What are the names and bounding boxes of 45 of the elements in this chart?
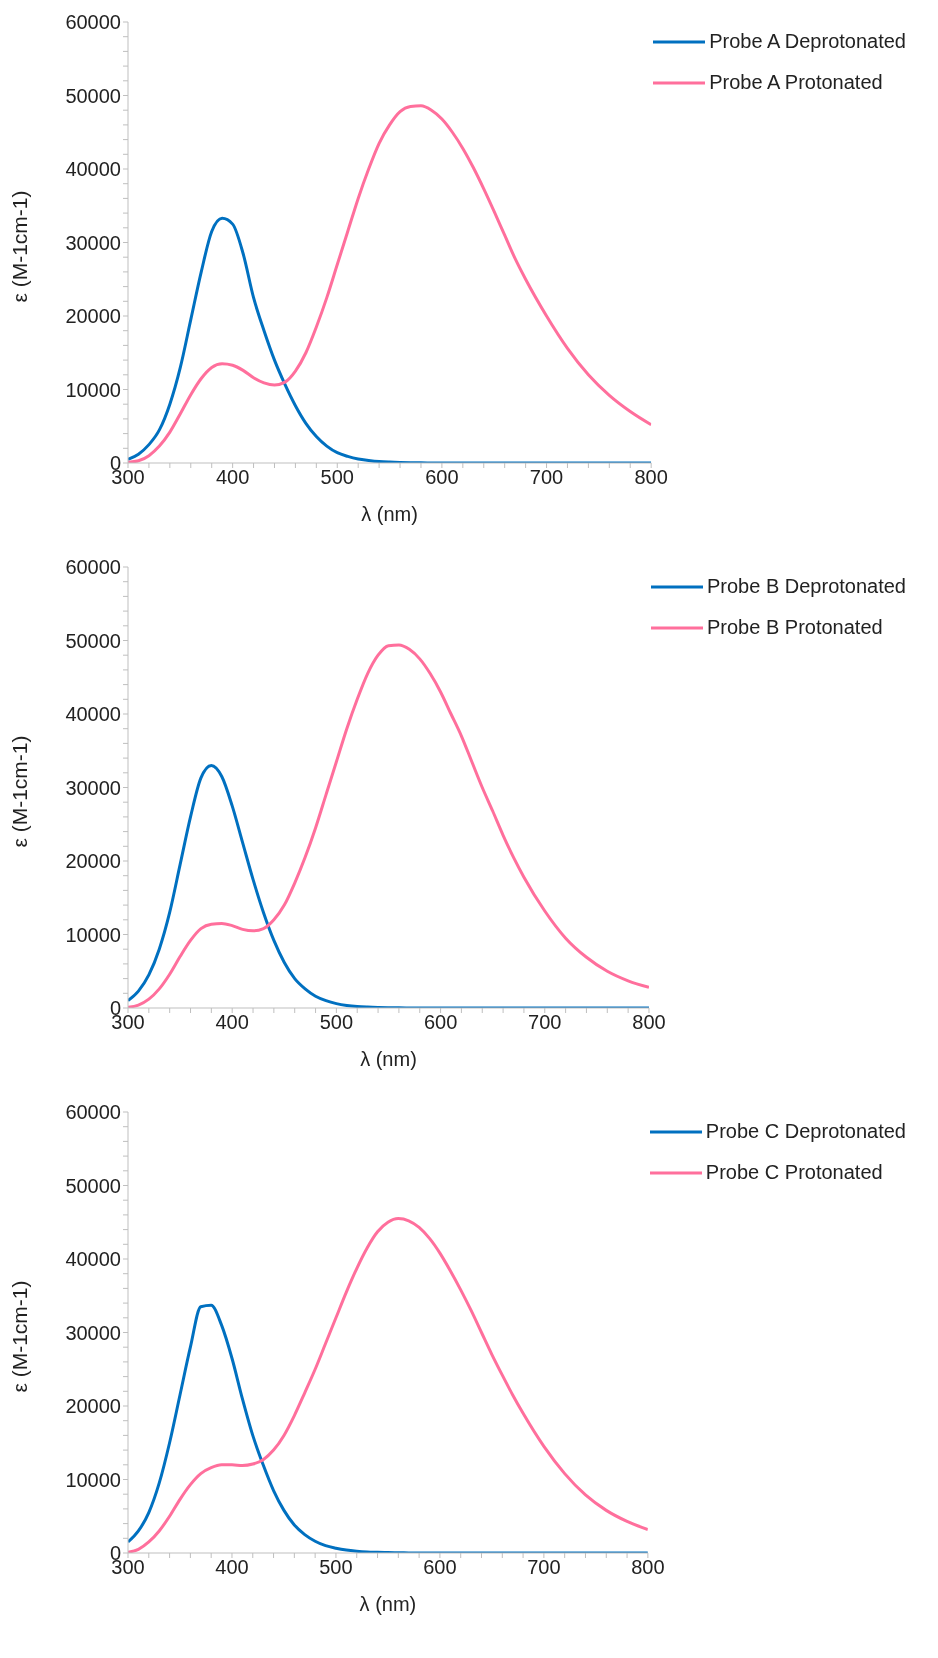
legend-label: Probe B Protonated	[706, 616, 883, 639]
y-tick-label: 20000	[65, 305, 121, 328]
y-tick-label: 20000	[65, 1395, 121, 1418]
x-tick-label: 400	[215, 1556, 249, 1579]
x-axis-title: λ (nm)	[360, 1048, 417, 1070]
x-tick-label: 800	[631, 1556, 665, 1579]
y-tick-label: 30000	[65, 776, 121, 799]
legend-label: Probe B Deprotonated	[706, 575, 906, 598]
y-tick-label: 60000	[65, 1101, 121, 1124]
y-tick-label: 40000	[65, 703, 121, 726]
y-axis-title: ε (M-1cm-1)	[8, 735, 32, 848]
y-tick-label: 10000	[65, 1468, 121, 1491]
y-tick-label: 50000	[65, 629, 121, 652]
y-tick-label: 10000	[65, 378, 121, 401]
y-tick-label: 30000	[65, 1321, 121, 1344]
y-axis-title: ε (M-1cm-1)	[8, 190, 32, 303]
x-axis-title: λ (nm)	[359, 1593, 417, 1615]
y-tick-label: 50000	[65, 84, 121, 107]
legend-label: Probe A Protonated	[709, 71, 883, 94]
y-tick-label: 50000	[65, 1174, 121, 1197]
y-tick-label: 60000	[65, 556, 121, 579]
y-tick-label: 40000	[65, 158, 121, 181]
legend-label: Probe C Deprotonated	[705, 1120, 906, 1143]
legend-label: Probe C Protonated	[705, 1161, 883, 1184]
x-tick-label: 600	[425, 466, 459, 489]
x-tick-label: 700	[529, 466, 564, 489]
x-tick-label: 500	[320, 466, 354, 489]
y-tick-label: 40000	[65, 1248, 121, 1271]
y-tick-label: 30000	[65, 231, 121, 254]
x-tick-label: 700	[528, 1011, 562, 1034]
y-tick-label: 10000	[65, 923, 121, 946]
x-tick-label: 400	[215, 1011, 249, 1034]
y-tick-label: 20000	[65, 850, 121, 873]
y-axis-title: ε (M-1cm-1)	[8, 1280, 32, 1393]
x-tick-label: 500	[319, 1556, 353, 1579]
x-axis-title: λ (nm)	[361, 503, 418, 525]
x-tick-label: 600	[423, 1556, 457, 1579]
x-tick-label: 700	[527, 1556, 561, 1579]
x-tick-label: 800	[632, 1011, 666, 1034]
x-tick-label: 600	[423, 1011, 458, 1034]
x-tick-label: 800	[634, 466, 668, 489]
x-tick-label: 500	[319, 1011, 354, 1034]
legend-label: Probe A Deprotonated	[709, 30, 906, 53]
y-tick-label: 60000	[65, 11, 121, 34]
x-tick-label: 400	[215, 466, 250, 489]
